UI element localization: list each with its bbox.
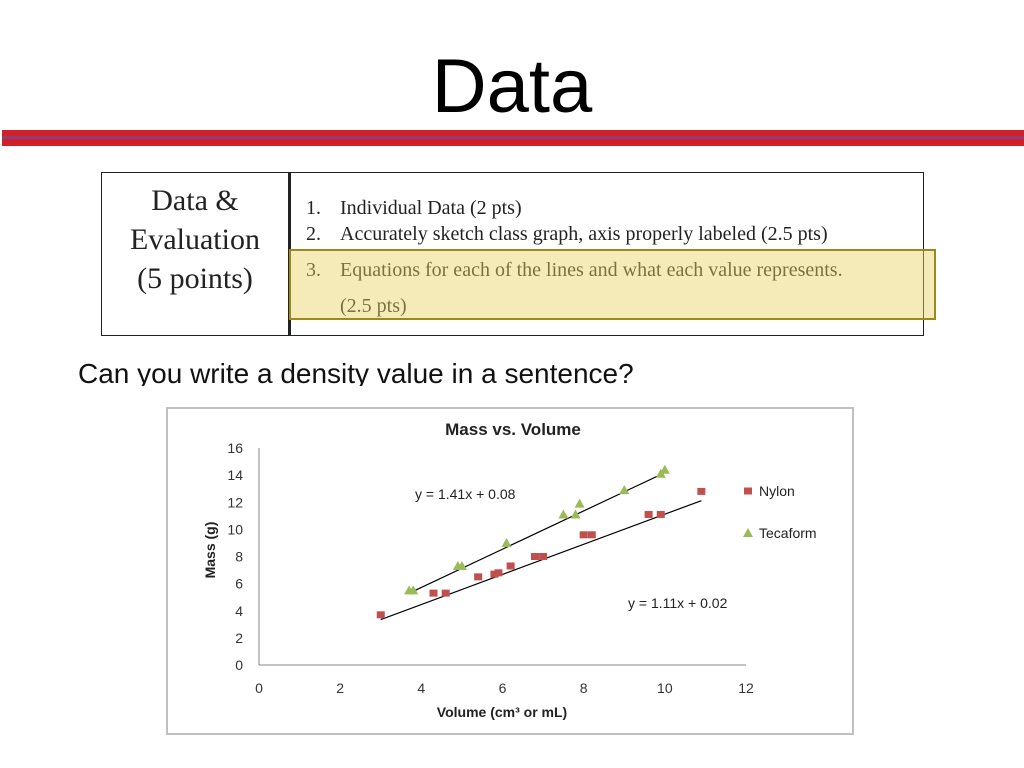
legend-marker-nylon [744,487,752,495]
trendline-equation-tecaform: y = 1.41x + 0.08 [415,486,516,502]
rubric-table: Data & Evaluation (5 points) 1. Individua… [101,172,924,336]
y-tick-label: 4 [235,603,243,619]
x-axis-label: Volume (cm³ or mL) [437,704,567,720]
rubric-item-text: Equations for each of the lines and what… [340,259,843,281]
title-divider [2,130,1024,146]
point-nylon [587,531,596,539]
point-nylon [506,562,515,570]
point-nylon [579,531,588,539]
question-text: Can you write a density value in a sente… [78,358,634,386]
rubric-item-text: Individual Data (2 pts) [340,197,522,219]
mass-volume-chart: Mass vs. Volume 0 2 4 6 8 10 12 14 16 0 2 4 6 8 10 12 y… [202,420,817,720]
rubric-item-number: 2. [306,223,321,245]
point-tecaform [619,485,630,495]
legend: Nylon Tecaform [743,483,817,541]
y-tick-label: 10 [227,521,243,537]
rubric-item-2: 2. Accurately sketch class graph, axis pr… [306,223,828,246]
title-divider-stripe [2,136,1024,139]
point-tecaform [574,498,585,508]
point-tecaform [659,464,670,474]
rubric-heading-line-3: (5 points) [137,262,253,295]
x-tick-label: 4 [417,680,425,696]
chart-title: Mass vs. Volume [445,420,581,439]
x-tick-label: 12 [738,680,754,696]
rubric-item-text: (2.5 pts) [340,295,407,317]
point-nylon [474,573,483,581]
legend-marker-tecaform [743,528,753,537]
trendline-nylon [380,500,702,621]
trendline-equation-nylon: y = 1.11x + 0.02 [628,595,728,611]
rubric-item-number: 1. [306,197,321,219]
x-tick-label: 2 [336,680,344,696]
y-tick-label: 8 [235,549,243,565]
point-nylon [644,510,653,518]
point-tecaform [558,509,569,519]
y-tick-label: 0 [235,657,243,673]
point-tecaform [456,560,467,570]
point-nylon [429,589,438,597]
rubric-item-3-highlight [289,249,936,320]
slide-title: Data [431,44,593,129]
y-tick-label: 2 [235,630,243,646]
rubric-item-1: 1. Individual Data (2 pts) [306,197,522,220]
y-tick-label: 16 [227,440,243,456]
axes: 0 2 4 6 8 10 12 14 16 0 2 4 6 8 10 12 [227,440,754,696]
point-tecaform [501,537,512,547]
point-nylon [441,589,450,597]
y-tick-label: 14 [227,467,243,483]
point-tecaform [408,585,419,595]
point-nylon [697,487,706,495]
trendlines: y = 1.11x + 0.02 y = 1.41x + 0.08 [380,472,728,621]
x-tick-label: 0 [255,680,263,696]
point-nylon [376,611,385,619]
y-axis-label: Mass (g) [202,522,218,579]
y-tick-label: 12 [227,494,243,510]
point-nylon [530,553,539,560]
point-nylon [494,569,503,577]
rubric-item-number: 3. [306,259,321,281]
point-tecaform [570,509,581,519]
rubric-item-3-points: (2.5 pts) [306,295,407,318]
legend-label-tecaform: Tecaform [759,525,817,541]
x-tick-label: 6 [499,680,507,696]
rubric-item-3: 3. Equations for each of the lines and wh… [306,259,843,282]
x-tick-label: 10 [657,680,673,696]
rubric-item-text: Accurately sketch class graph, axis prop… [340,223,828,245]
rubric-heading-line-1: Data & [151,184,239,217]
point-nylon [490,570,499,578]
point-nylon [656,510,665,518]
x-tick-label: 8 [580,680,588,696]
data-points [376,464,706,619]
rubric-heading-line-2: Evaluation [130,223,260,256]
rubric-heading-cell: Data & Evaluation (5 points) [102,173,291,335]
point-nylon [539,553,548,560]
y-tick-label: 6 [235,576,243,592]
legend-label-nylon: Nylon [759,483,795,499]
